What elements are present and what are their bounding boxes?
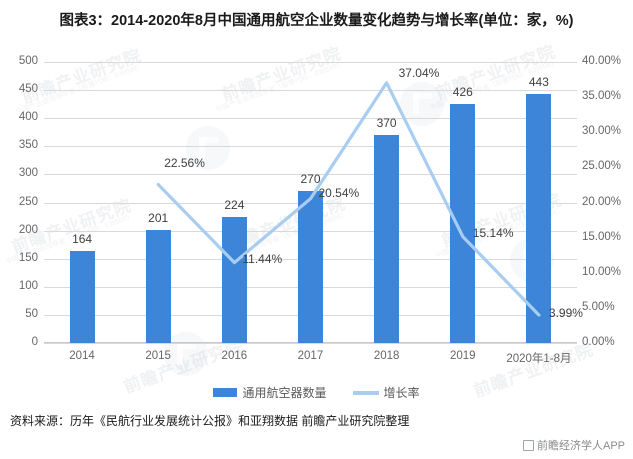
legend-item-bars[interactable]: 通用航空器数量	[213, 384, 327, 401]
y-axis-right-tick: 20.00%	[582, 195, 622, 208]
y-axis-right-tick: 0.00%	[582, 336, 615, 348]
legend-item-label: 增长率	[383, 386, 420, 400]
x-axis-tick: 2016	[221, 350, 248, 362]
x-axis-tick: 2017	[297, 350, 324, 362]
bar-value-label: 224	[224, 198, 245, 213]
bar-value-label: 370	[376, 116, 397, 131]
y-axis-left-tick: 450	[18, 83, 38, 96]
y-axis-right-tick: 25.00%	[582, 160, 622, 173]
y-axis-left-tick: 150	[18, 251, 38, 264]
y-axis-left-tick: 250	[18, 195, 38, 208]
y-axis-right-tick: 35.00%	[582, 90, 622, 103]
y-axis-right-tick: 5.00%	[582, 300, 615, 313]
line-value-label: 20.54%	[318, 185, 360, 200]
bar[interactable]	[145, 230, 171, 343]
x-axis-tick: 2014	[69, 350, 95, 362]
app-credit: 前瞻经济学人APP	[522, 437, 625, 453]
source-note: 资料来源：历年《民航行业发展统计公报》和亚翔数据 前瞻产业研究院整理	[10, 414, 410, 428]
bar-value-label: 270	[300, 172, 321, 187]
bar-value-label: 426	[452, 84, 473, 99]
legend-line-swatch-icon	[352, 390, 379, 395]
page-title: 图表3：2014-2020年8月中国通用航空企业数量变化趋势与增长率(单位：家，…	[59, 13, 574, 29]
bar[interactable]	[298, 191, 323, 343]
y-axis-left-tick: 50	[25, 307, 38, 320]
y-axis-left-tick: 350	[18, 139, 38, 152]
bar[interactable]	[221, 217, 247, 343]
x-axis-tick: 2019	[449, 350, 476, 362]
y-axis-right-tick: 40.00%	[582, 55, 622, 67]
line-series	[156, 81, 541, 317]
legend-bar-swatch-icon	[213, 388, 238, 397]
gridline	[44, 90, 577, 92]
x-axis-tick: 2018	[373, 350, 400, 362]
app-credit-label: 前瞻经济学人APP	[536, 440, 625, 452]
legend-item-label: 通用航空器数量	[242, 386, 327, 400]
bar-value-label: 164	[72, 231, 93, 246]
legend-item-line[interactable]: 增长率	[352, 384, 420, 401]
gridline	[44, 343, 577, 344]
x-axis-tick: 2015	[145, 350, 171, 362]
app-badge-icon	[522, 439, 534, 451]
line-value-label: 22.56%	[164, 155, 205, 170]
y-axis-right-tick: 10.00%	[582, 265, 622, 278]
y-axis-right-tick: 15.00%	[582, 230, 622, 243]
chart-legend: 通用航空器数量 增长率	[0, 384, 633, 401]
gridline	[44, 118, 577, 120]
y-axis-left-tick: 300	[18, 167, 38, 180]
line-value-label: 37.04%	[398, 65, 440, 80]
gridline	[44, 146, 577, 148]
plot-area: 164 201 224 270 370 426 443 22.56% 11.44% 20.54%…	[44, 62, 583, 344]
x-axis-tick: 2020年1-8月	[506, 353, 572, 365]
y-axis-left-tick: 500	[18, 55, 38, 67]
line-value-label: 15.14%	[472, 225, 514, 240]
line-value-label: 3.99%	[548, 306, 583, 320]
gridline	[44, 62, 577, 63]
y-axis-left-tick: 200	[18, 223, 38, 236]
bar-value-label: 443	[528, 75, 549, 89]
y-axis-right-tick: 30.00%	[582, 125, 622, 138]
bar[interactable]	[374, 135, 400, 343]
gridline	[44, 174, 577, 176]
y-axis-left-tick: 100	[18, 279, 38, 292]
bar[interactable]	[69, 250, 95, 343]
bar-value-label: 201	[148, 211, 169, 225]
y-axis-left-tick: 400	[18, 111, 38, 124]
y-axis-left-tick: 0	[31, 336, 38, 348]
line-value-label: 11.44%	[242, 251, 283, 266]
bar[interactable]	[526, 94, 552, 343]
